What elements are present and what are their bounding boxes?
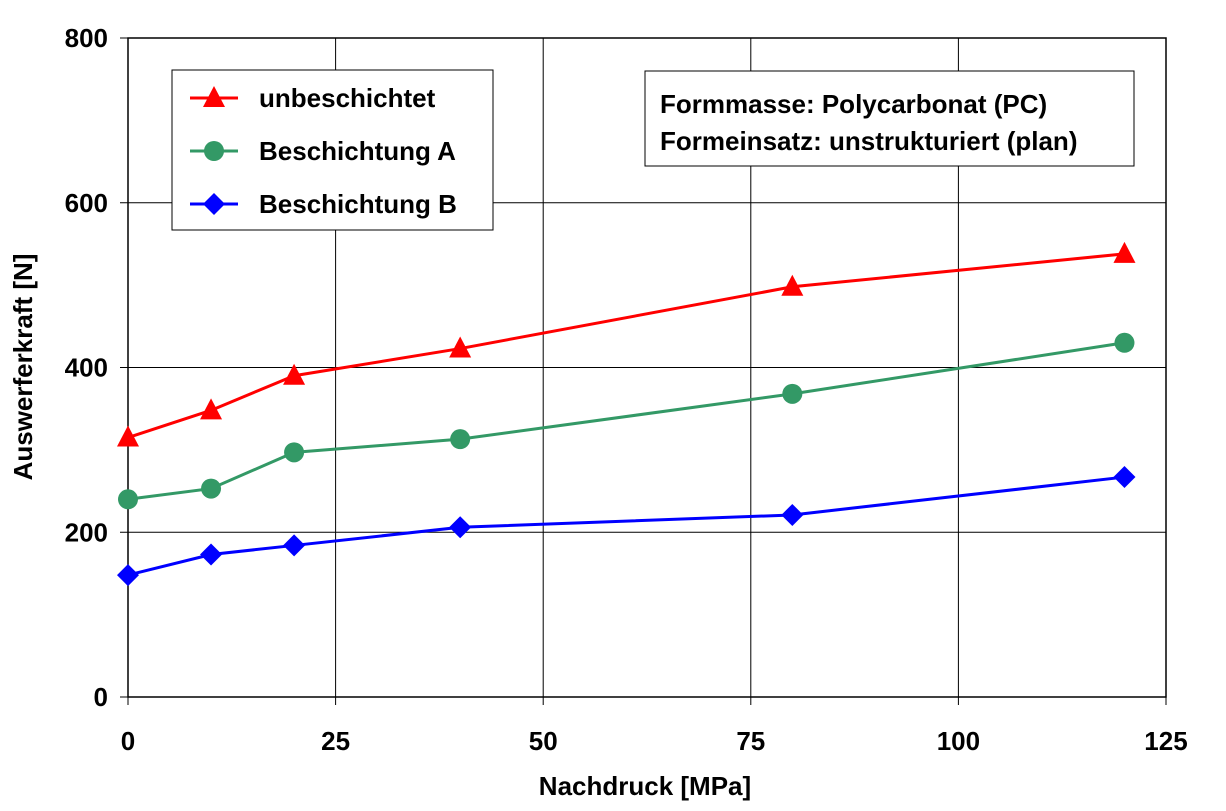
y-tick-label: 800 (65, 23, 108, 53)
data-point (283, 534, 306, 557)
legend-item: Beschichtung B (190, 189, 457, 219)
series-line (127, 475, 1125, 577)
data-point (449, 516, 472, 539)
x-tick-label: 50 (529, 726, 558, 756)
data-point (200, 398, 223, 420)
data-point (200, 543, 223, 566)
x-axis-title: Nachdruck [MPa] (539, 771, 751, 801)
series-2 (118, 332, 1135, 510)
series-group (117, 241, 1136, 587)
y-tick-label: 0 (94, 682, 108, 712)
data-point (117, 564, 139, 587)
series-1 (117, 241, 1136, 447)
data-point (781, 503, 804, 526)
x-tick-label: 125 (1144, 726, 1187, 756)
legend-item: unbeschichtet (190, 83, 436, 113)
data-point (1114, 332, 1135, 353)
y-tick-label: 200 (65, 517, 108, 547)
legend: unbeschichtet Beschichtung A Beschichtung … (171, 69, 494, 231)
data-point (1113, 241, 1136, 263)
data-point (450, 429, 471, 450)
info-line-2: Formeinsatz: unstrukturiert (plan) (660, 126, 1077, 156)
x-tick-label: 75 (736, 726, 765, 756)
data-point (117, 425, 139, 447)
x-tick-label: 0 (121, 726, 135, 756)
data-point (201, 478, 222, 499)
legend-marker (203, 193, 225, 215)
legend-marker (204, 141, 224, 161)
series-3 (117, 466, 1136, 587)
series-line (127, 252, 1125, 439)
legend-label: Beschichtung B (259, 189, 457, 219)
data-point (449, 336, 472, 358)
plot-area (127, 37, 1167, 698)
data-point (1113, 466, 1136, 489)
tick-labels: 0 200 400 600 800 0 25 50 75 100 125 (65, 23, 1188, 756)
x-tick-label: 25 (321, 726, 350, 756)
x-tick-label: 100 (937, 726, 980, 756)
y-axis-title: Auswerferkraft [N] (8, 254, 38, 481)
legend-marker (203, 86, 225, 107)
y-tick-label: 400 (65, 353, 108, 383)
info-line-1: Formmasse: Polycarbonat (PC) (660, 89, 1047, 119)
data-point (782, 383, 803, 404)
legend-label: unbeschichtet (259, 83, 436, 113)
info-box-frame (644, 70, 1135, 167)
data-point (781, 274, 804, 296)
data-point (283, 363, 306, 385)
legend-item: Beschichtung A (190, 136, 456, 166)
data-point (284, 442, 305, 463)
series-line (127, 341, 1125, 501)
legend-label: Beschichtung A (259, 136, 456, 166)
info-box: Formmasse: Polycarbonat (PC) Formeinsatz… (644, 70, 1135, 167)
legend-items: unbeschichtet Beschichtung A Beschichtung … (190, 83, 457, 219)
y-tick-label: 600 (65, 188, 108, 218)
data-point (118, 489, 138, 510)
